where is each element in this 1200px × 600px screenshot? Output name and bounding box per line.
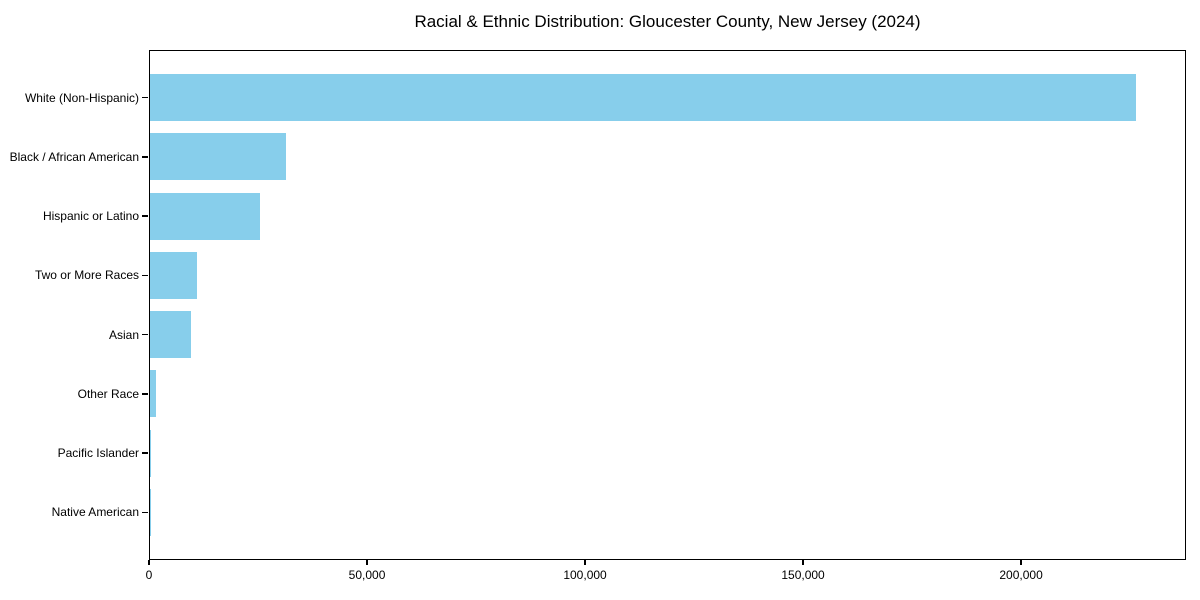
category-label: Black / African American [9, 149, 139, 164]
chart-row: Asian [109, 305, 1185, 364]
bar [150, 311, 191, 359]
bar [150, 251, 197, 299]
chart-row: White (Non-Hispanic) [25, 68, 1185, 127]
y-tick-mark [142, 393, 149, 395]
category-label: Pacific Islander [57, 446, 139, 461]
x-tick-label: 50,000 [348, 568, 386, 582]
bar [150, 192, 260, 240]
bar [150, 133, 286, 181]
x-tick-mark [802, 560, 804, 565]
x-tick-mark [148, 560, 150, 565]
category-label: Native American [51, 505, 139, 520]
bar [150, 429, 151, 477]
category-label: White (Non-Hispanic) [24, 90, 139, 105]
bar [150, 370, 157, 418]
x-axis-ticks: 0 50,000 100,000 150,000 200,000 [145, 560, 1186, 590]
bar [150, 74, 1136, 122]
category-label: Other Race [77, 386, 139, 401]
y-tick-mark [142, 215, 149, 217]
y-tick-mark [142, 96, 149, 99]
y-tick-mark [142, 511, 149, 514]
y-tick-mark [142, 156, 149, 158]
y-tick-mark [142, 333, 149, 336]
x-tick-mark [366, 560, 368, 565]
x-tick-label: 0 [145, 568, 153, 582]
x-tick-mark [584, 560, 586, 565]
chart-row: Black / African American [10, 127, 1185, 186]
x-tick-label: 150,000 [781, 568, 825, 582]
category-label: Asian [108, 327, 139, 342]
y-tick-mark [142, 452, 149, 454]
x-tick-label: 100,000 [563, 568, 607, 582]
chart-row: Hispanic or Latino [43, 187, 1185, 246]
category-label: Two or More Races [34, 268, 139, 283]
category-label: Hispanic or Latino [42, 209, 139, 224]
bar-rows: White (Non-Hispanic) Black / African Amer… [10, 51, 1185, 559]
plot-area: White (Non-Hispanic) Black / African Amer… [10, 50, 1186, 560]
chart-row: Other Race [78, 364, 1185, 423]
x-tick-label: 200,000 [999, 568, 1043, 582]
y-tick-mark [142, 274, 149, 277]
chart-title: Racial & Ethnic Distribution: Gloucester… [414, 12, 921, 31]
chart-row: Two or More Races [35, 246, 1185, 305]
chart-row: Native American [52, 483, 1185, 542]
x-tick-mark [1020, 560, 1022, 565]
chart-row: Pacific Islander [58, 424, 1185, 483]
